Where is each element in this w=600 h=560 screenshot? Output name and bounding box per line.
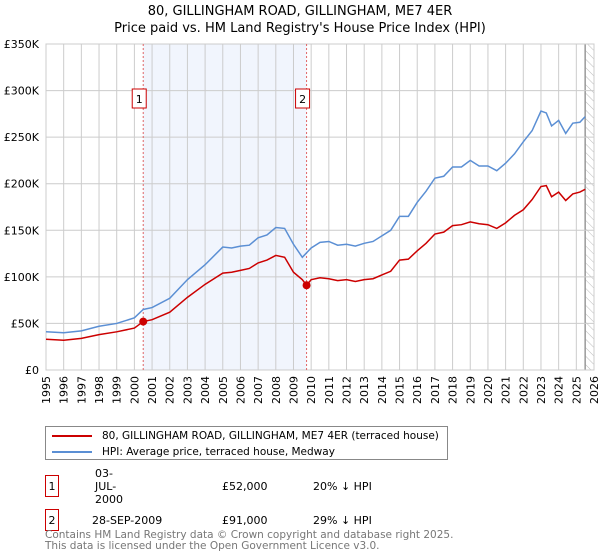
transaction-row: 1 03-JUL-2000 £52,000 20% ↓ HPI: [45, 467, 372, 506]
marker-badge: 2: [45, 509, 59, 531]
legend-label-property: 80, GILLINGHAM ROAD, GILLINGHAM, ME7 4ER…: [102, 430, 439, 442]
legend-label-hpi: HPI: Average price, terraced house, Medw…: [102, 446, 335, 458]
footer-line-1: Contains HM Land Registry data © Crown c…: [45, 529, 454, 541]
plot-area: 1995 1996 1997 1998 1999 2000 2001 2002 2003 2004…: [4, 38, 600, 404]
x-tick-label: 2006: [234, 376, 247, 404]
plot-border: [45, 43, 595, 371]
y-tick-label: £50K: [11, 317, 40, 330]
transaction-price: £91,000: [222, 513, 268, 527]
forecast-hatch: [585, 44, 594, 370]
x-tick-label: 2008: [270, 376, 283, 404]
sale-point: [139, 317, 148, 326]
transaction-row: 2 28-SEP-2009 £91,000 29% ↓ HPI: [45, 509, 372, 531]
x-tick-label: 1995: [40, 376, 53, 404]
x-tick-label: 2001: [146, 376, 159, 404]
transaction-date: 03-JUL-2000: [95, 466, 123, 506]
x-tick-label: 2002: [164, 376, 177, 404]
x-tick-label: 1999: [111, 376, 124, 404]
chart-subtitle: Price paid vs. HM Land Registry's House …: [114, 21, 486, 36]
x-tick-label: 2017: [429, 376, 442, 404]
property-price-line: [45, 184, 586, 341]
x-tick-label: 2010: [305, 376, 318, 404]
transaction-hpi-diff: 29% ↓ HPI: [313, 513, 372, 527]
x-tick-label: 2020: [482, 376, 495, 404]
shaded-period: [143, 44, 307, 370]
marker-label-box: [295, 88, 311, 109]
x-tick-label: 2021: [500, 376, 513, 404]
marker-badge: 1: [45, 475, 59, 497]
x-tick-label: 2019: [464, 376, 477, 404]
transaction-price: £52,000: [222, 479, 268, 493]
marker-label: 2: [299, 93, 306, 106]
x-tick-label: 2013: [358, 376, 371, 404]
sale-point: [302, 281, 311, 290]
x-tick-label: 2026: [588, 376, 600, 404]
x-tick-label: 2025: [570, 376, 583, 404]
legend-swatch-blue: [52, 451, 92, 453]
marker-label-box: [131, 88, 147, 109]
footer-line-2: This data is licensed under the Open Gov…: [45, 540, 380, 552]
legend: 80, GILLINGHAM ROAD, GILLINGHAM, ME7 4ER…: [45, 426, 448, 460]
x-tick-label: 2014: [376, 376, 389, 404]
x-tick-label: 1997: [75, 376, 88, 404]
y-tick-label: £350K: [4, 38, 40, 51]
x-tick-label: 2011: [323, 376, 336, 404]
footer: Contains HM Land Registry data © Crown c…: [45, 530, 453, 552]
y-tick-label: £150K: [4, 224, 40, 237]
x-tick-label: 2023: [535, 376, 548, 404]
x-tick-label: 2009: [287, 376, 300, 404]
x-tick-label: 2005: [217, 376, 230, 404]
x-tick-label: 2007: [252, 376, 265, 404]
x-tick-label: 2018: [447, 376, 460, 404]
x-tick-label: 2004: [199, 376, 212, 404]
chart-title: 80, GILLINGHAM ROAD, GILLINGHAM, ME7 4ER: [147, 4, 453, 19]
x-tick-label: 1996: [58, 376, 71, 404]
y-tick-label: £200K: [4, 178, 40, 191]
y-tick-label: £300K: [4, 85, 40, 98]
y-tick-label: £100K: [4, 271, 40, 284]
x-tick-label: 2012: [341, 376, 354, 404]
y-tick-label: £0: [25, 364, 39, 377]
x-tick-label: 2024: [553, 376, 566, 404]
legend-swatch-red: [52, 435, 92, 437]
transaction-date: 28-SEP-2009: [92, 513, 163, 527]
x-tick-label: 2003: [181, 376, 194, 404]
x-tick-label: 2000: [128, 376, 141, 404]
x-tick-label: 2022: [517, 376, 530, 404]
y-tick-label: £250K: [4, 131, 40, 144]
x-tick-label: 2016: [411, 376, 424, 404]
transaction-hpi-diff: 20% ↓ HPI: [313, 479, 372, 493]
x-tick-label: 2015: [394, 376, 407, 404]
x-tick-label: 1998: [93, 376, 106, 404]
marker-label: 1: [136, 93, 143, 106]
hpi-line: [45, 110, 586, 334]
